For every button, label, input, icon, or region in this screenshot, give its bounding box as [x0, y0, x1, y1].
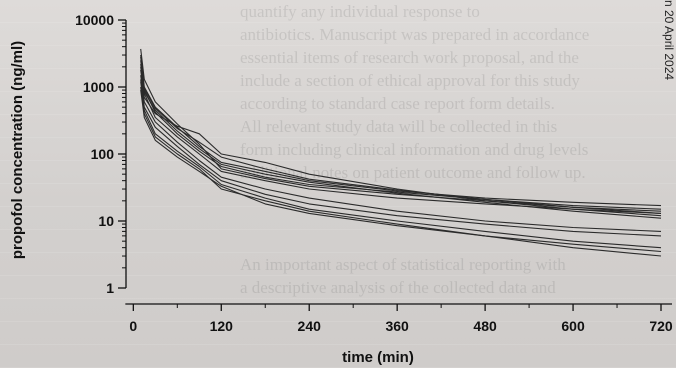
series-lines-group — [140, 48, 662, 257]
y-tick-label: 10000 — [75, 12, 114, 28]
x-tick-label: 720 — [649, 318, 673, 334]
x-tick-label: 240 — [298, 318, 322, 334]
bleed-line: according to standard case report form d… — [240, 94, 555, 113]
series-line-11 — [140, 64, 662, 219]
series-line-8 — [140, 81, 662, 249]
bleed-line: An important aspect of statistical repor… — [240, 255, 566, 274]
bleed-through-text: quantify any individual response to antib… — [240, 0, 660, 300]
bleed-line: antibiotics. Manuscript was prepared in … — [240, 25, 590, 44]
y-tick-label: 1000 — [83, 79, 114, 95]
x-tick-label: 120 — [210, 318, 234, 334]
x-tick-label: 0 — [129, 318, 137, 334]
series-line-5 — [140, 69, 662, 217]
x-tick-label: 600 — [561, 318, 585, 334]
bleed-line: include a section of ethical approval fo… — [240, 71, 580, 90]
x-axis-title: time (min) — [342, 349, 414, 366]
x-tick-label: 360 — [385, 318, 409, 334]
bleed-line: All relevant study data will be collecte… — [240, 117, 558, 136]
series-line-10 — [140, 90, 662, 257]
y-tick-label: 1 — [106, 280, 114, 296]
bleed-line: quantify any individual response to — [240, 2, 480, 21]
series-line-6 — [140, 75, 662, 232]
axes-group — [118, 19, 672, 311]
series-line-4 — [140, 66, 662, 214]
tick-labels-group: 1 10 100 1000 10000 0 120 240 360 480 600 720 — [75, 12, 673, 334]
download-watermark: n 20 April 2024 — [662, 0, 676, 81]
series-line-12 — [140, 56, 662, 214]
series-line-7 — [140, 79, 662, 237]
y-tick-label: 100 — [91, 146, 115, 162]
bleed-line: form including clinical information and … — [240, 140, 589, 159]
x-tick-label: 480 — [473, 318, 497, 334]
bleed-line: a descriptive analysis of the collected … — [240, 278, 556, 297]
y-axis-title: propofol concentration (ng/ml) — [9, 41, 26, 259]
series-line-2 — [140, 54, 662, 207]
y-tick-label: 10 — [98, 213, 114, 229]
bleed-line: essential items of research work proposa… — [240, 48, 579, 67]
